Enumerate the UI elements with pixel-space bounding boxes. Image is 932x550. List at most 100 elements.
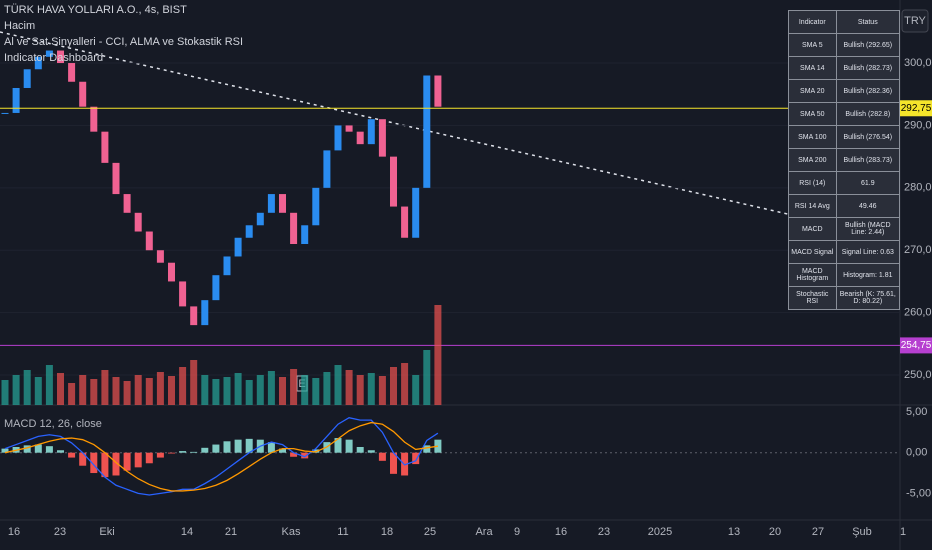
cell: SMA 50 [788, 102, 837, 126]
indicator-label[interactable]: Indicator Dashboard [4, 52, 104, 64]
cell: Bullish (292.65) [835, 33, 901, 57]
time-label: 1 [900, 526, 906, 538]
macd-line [4, 421, 438, 492]
histogram-bar [23, 445, 31, 453]
histogram-bar [378, 452, 386, 461]
histogram-bar [279, 448, 286, 453]
volume-bar [212, 379, 220, 405]
time-label: 9 [514, 526, 520, 538]
histogram-bar [134, 452, 142, 468]
candle [179, 281, 187, 307]
histogram-bar [34, 444, 42, 453]
candle [256, 212, 264, 226]
histogram-bar [190, 451, 198, 453]
cell: 49.46 [835, 194, 901, 218]
volume-bar [190, 360, 198, 405]
volume-bar [367, 373, 375, 405]
histogram-bar [367, 450, 375, 453]
candle [345, 125, 353, 132]
volume-bar [312, 378, 320, 405]
volume-bar [134, 375, 142, 405]
indicator-label[interactable]: Al ve Sat Sinyalleri - CCI, ALMA ve Stok… [4, 36, 244, 48]
candle [234, 237, 242, 257]
volume-bar [68, 383, 76, 405]
candle [145, 231, 153, 251]
cell: Histogram: 1.81 [835, 263, 901, 287]
volume-bar [123, 381, 131, 405]
volume-bar [12, 375, 20, 405]
data-row: SMA 100 Bullish (276.54) [788, 125, 901, 149]
cell: SMA 5 [788, 33, 837, 57]
histogram-bar [201, 447, 209, 453]
currency[interactable]: TRY [904, 15, 926, 27]
time-label: 23 [598, 526, 610, 538]
candle [112, 162, 120, 195]
histogram-bar [79, 452, 87, 466]
candle [245, 225, 253, 238]
candle [267, 194, 275, 213]
cell: MACD [788, 217, 837, 241]
volume-bar [412, 375, 420, 405]
candle [212, 275, 220, 301]
volume-bar [290, 369, 298, 405]
histogram-bar [101, 452, 109, 478]
cell: Bullish (283.73) [835, 148, 901, 172]
candle [223, 256, 231, 276]
histogram-bar [45, 446, 53, 453]
candle [57, 50, 64, 64]
cell: SMA 14 [788, 56, 837, 80]
volume-bar [168, 376, 175, 405]
macd-tick-label: 5,00 [906, 406, 927, 418]
cell: Signal Line: 0.63 [835, 240, 901, 264]
volume-bar [401, 363, 409, 405]
price-tag-label: 292,75 [901, 103, 932, 114]
time-label: Şub [852, 526, 872, 538]
volume-bar [23, 370, 31, 405]
volume-bar [234, 373, 242, 405]
histogram-bar [290, 452, 298, 457]
volume-bar [79, 375, 87, 405]
price-tick-label: 250,00 [904, 369, 932, 381]
time-label: Eki [99, 526, 114, 538]
macd-tick-label: -5,00 [906, 487, 931, 499]
candle [390, 156, 397, 207]
histogram-bar [179, 451, 187, 453]
histogram-bar [168, 452, 175, 454]
candle [45, 50, 53, 57]
currency-button[interactable] [901, 9, 929, 33]
macd-title: MACD 12, 26, close [4, 418, 102, 430]
indicator-label[interactable]: Hacim [4, 20, 36, 32]
candle [323, 150, 331, 188]
candle [412, 187, 420, 238]
price-tag [900, 337, 932, 354]
volume-bar [423, 350, 431, 405]
time-label: Kas [282, 526, 301, 538]
volume-bar [112, 377, 120, 405]
price-tag [900, 100, 932, 117]
candle [201, 300, 209, 326]
cell: SMA 20 [788, 79, 837, 103]
volume-bar [156, 372, 164, 405]
histogram-bar [390, 452, 397, 474]
time-label: 16 [8, 526, 20, 538]
price-tick-label: 270,00 [904, 244, 932, 256]
data-row: RSI 14 Avg 49.46 [788, 194, 901, 218]
candle [156, 250, 164, 263]
candle [34, 56, 42, 70]
histogram-bar [68, 452, 76, 458]
time-label: 13 [728, 526, 740, 538]
histogram-bar [156, 452, 164, 458]
histogram-bar [223, 441, 231, 453]
candle [301, 225, 309, 244]
volume-bar [378, 376, 386, 405]
cell: Bullish (282.8) [835, 102, 901, 126]
histogram-bar [57, 450, 64, 453]
cell: Bullish (276.54) [835, 125, 901, 149]
macd-tick-label: 0,00 [906, 447, 927, 459]
cell: 61.9 [835, 171, 901, 195]
time-label: 16 [555, 526, 567, 538]
cell: Bullish (282.36) [835, 79, 901, 103]
candle [367, 119, 375, 145]
cell: Stochastic RSI [788, 286, 837, 310]
